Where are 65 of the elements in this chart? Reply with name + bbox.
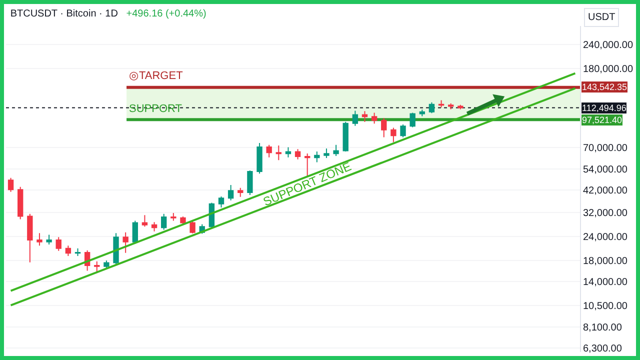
y-tick-label: 97,521.40 — [582, 115, 622, 125]
candlestick — [314, 151, 320, 163]
ref-line-label: ◎TARGET — [129, 70, 184, 82]
y-tick-label: 24,000.00 — [583, 232, 628, 243]
candlestick — [151, 222, 158, 232]
candlestick — [161, 213, 167, 230]
candlestick — [458, 104, 464, 110]
candlestick — [285, 146, 292, 158]
candlestick — [362, 110, 368, 122]
candlestick — [238, 187, 244, 198]
y-tick-label: 70,000.00 — [583, 142, 628, 154]
y-tick-label: 18,000.00 — [583, 256, 628, 267]
candlestick — [8, 177, 14, 192]
candlestick — [342, 121, 348, 152]
candlestick — [276, 145, 282, 161]
candlestick — [56, 236, 62, 252]
candlestick — [104, 260, 110, 270]
candlestick — [448, 102, 454, 110]
candlestick — [438, 100, 444, 108]
candlestick — [122, 232, 128, 254]
candlestick — [266, 144, 272, 158]
y-tick-label: 10,500.00 — [583, 300, 628, 312]
y-tick-label: 180,000.00 — [583, 64, 634, 76]
candlestick — [294, 148, 301, 160]
y-tick-label: 8,100.00 — [583, 322, 622, 334]
candlestick — [27, 213, 33, 263]
candlestick — [410, 112, 416, 128]
candlestick — [247, 170, 253, 196]
candlestick — [113, 232, 119, 265]
candlestick — [190, 220, 196, 234]
chart-subtitle: +496.16 (+0.44%) — [126, 8, 206, 20]
candlestick — [94, 260, 100, 273]
candlestick — [428, 102, 435, 114]
y-tick-label: 42,000.00 — [583, 185, 628, 196]
candlestick — [218, 196, 224, 208]
candlestick — [256, 142, 262, 174]
candlestick — [228, 184, 234, 201]
candlestick — [381, 117, 387, 138]
candlestick — [371, 112, 378, 124]
candlestick — [18, 186, 24, 220]
chart-title: BTCUSDT · Bitcoin · 1D — [10, 8, 118, 20]
candlestick — [142, 214, 148, 228]
y-tick-label: 240,000.00 — [583, 40, 634, 52]
candlestick — [180, 216, 186, 226]
y-tick-label: 14,000.00 — [583, 276, 628, 288]
y-axis-title: USDT — [588, 12, 616, 23]
y-tick-label: 32,000.00 — [583, 208, 628, 219]
candlestick — [170, 212, 176, 222]
y-tick-label: 112,494.96 — [582, 103, 626, 113]
candlestick — [333, 144, 339, 157]
candlestick — [390, 127, 396, 143]
y-tick-label: 6,300.00 — [583, 343, 622, 354]
candlestick — [324, 148, 330, 159]
candlestick — [352, 110, 358, 126]
candlestick — [36, 232, 42, 246]
y-tick-label: 54,000.00 — [583, 164, 628, 176]
candlestick — [74, 248, 81, 256]
candlestick — [65, 245, 72, 256]
candlestick — [419, 109, 425, 117]
candlestick — [46, 234, 52, 245]
ref-line-label: SUPPORT — [129, 103, 182, 115]
candlestick — [400, 124, 406, 138]
y-tick-label: 143,542.35 — [582, 82, 628, 92]
candlestick — [304, 152, 310, 178]
candlestick — [132, 220, 138, 244]
